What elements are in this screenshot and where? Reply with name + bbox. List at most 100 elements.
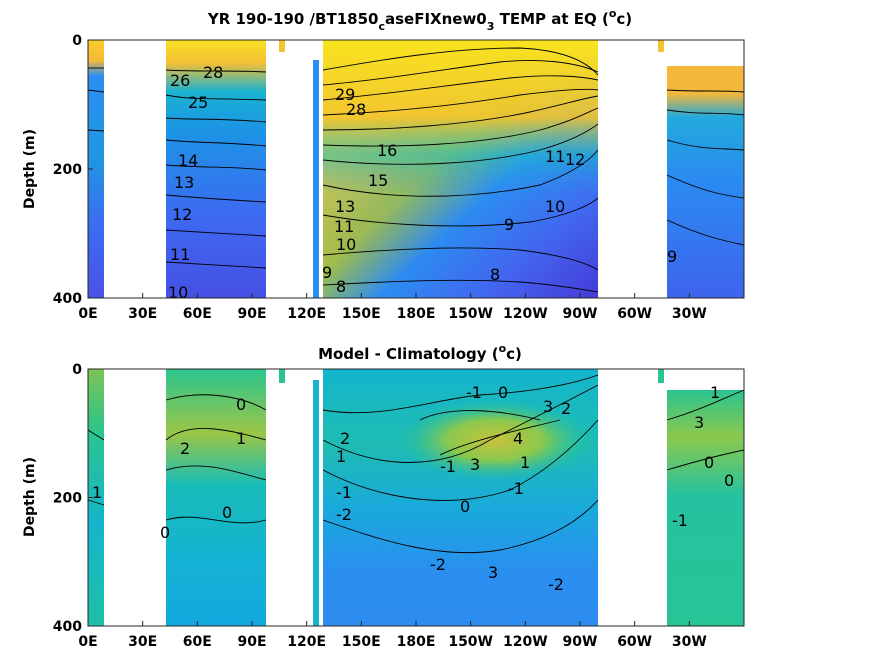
- top-clabel: 28: [346, 100, 366, 119]
- bottom-clabel: 0: [460, 497, 470, 516]
- bottom-clabel: -1: [440, 457, 456, 476]
- y-tick-label: 400: [53, 291, 82, 307]
- bottom-clabel: 1: [710, 383, 720, 402]
- top-region-pacific-surface: [323, 40, 598, 298]
- top-clabel: 10: [545, 197, 565, 216]
- y-tick-label: 200: [53, 491, 82, 507]
- bottom-clabel: 2: [561, 399, 571, 418]
- top-region-atlantic-edge: [658, 40, 664, 52]
- top-clabel: 11: [545, 147, 565, 166]
- top-clabel: 26: [170, 71, 190, 90]
- top-clabel: 11: [334, 217, 354, 236]
- bottom-y-ticks: 0 200 400: [53, 362, 93, 635]
- top-clabel: 9: [322, 263, 332, 282]
- bottom-clabel: 0: [222, 503, 232, 522]
- x-tick-label: 120W: [503, 306, 548, 322]
- top-clabel: 25: [188, 93, 208, 112]
- x-tick-label: 0E: [78, 634, 97, 650]
- bottom-contour-lines: [87, 374, 745, 554]
- x-tick-label: 150E: [342, 306, 381, 322]
- bottom-ylabel: Depth (m): [22, 457, 38, 537]
- bottom-clabel: -1: [466, 383, 482, 402]
- x-tick-label: 180E: [397, 306, 436, 322]
- bottom-clabel: 3: [470, 455, 480, 474]
- bottom-x-ticks: 0E 30E 60E 90E 120E 150E 180E 150W 120W 90W 60W 30W: [78, 621, 707, 650]
- y-tick-label: 0: [72, 362, 82, 378]
- top-clabel: 15: [368, 171, 388, 190]
- top-clabel: 10: [168, 283, 188, 302]
- x-tick-label: 60E: [183, 634, 212, 650]
- x-tick-label: 90E: [237, 306, 266, 322]
- x-tick-label: 90W: [563, 634, 598, 650]
- top-title: YR 190-190 /BT1850caseFIXnew03 TEMP at E…: [207, 7, 632, 33]
- top-region-atlantic: [667, 66, 744, 298]
- top-panel: YR 190-190 /BT1850caseFIXnew03 TEMP at E…: [22, 7, 745, 322]
- x-tick-label: 0E: [78, 306, 97, 322]
- x-tick-label: 30W: [672, 634, 707, 650]
- top-region-west-indian: [88, 40, 104, 298]
- top-contour-lines: [87, 47, 745, 293]
- top-region-maritime: [279, 40, 285, 52]
- x-tick-label: 30W: [672, 306, 707, 322]
- y-tick-label: 400: [53, 619, 82, 635]
- top-x-ticks: 0E 30E 60E 90E 120E 150E 180E 150W 120W 90W 60W 30W: [78, 293, 707, 322]
- bottom-warm-anomaly: [400, 400, 590, 480]
- x-tick-label: 60W: [617, 634, 652, 650]
- top-clabel: 9: [504, 215, 514, 234]
- bottom-region-atlantic-edge: [658, 369, 664, 383]
- top-clabel: 13: [174, 173, 194, 192]
- top-clabel: 8: [336, 277, 346, 296]
- top-y-ticks: 0 200 400: [53, 33, 93, 307]
- bottom-clabel: -1: [672, 511, 688, 530]
- bottom-clabel: 1: [336, 447, 346, 466]
- bottom-title: Model - Climatology (oc): [318, 342, 522, 363]
- top-clabel: 12: [172, 205, 192, 224]
- top-clabel: 16: [377, 141, 397, 160]
- x-tick-label: 60W: [617, 306, 652, 322]
- y-tick-label: 0: [72, 33, 82, 49]
- bottom-region-atlantic: [667, 390, 744, 626]
- top-clabel: 28: [203, 63, 223, 82]
- x-tick-label: 90W: [563, 306, 598, 322]
- bottom-clabel: 3: [694, 413, 704, 432]
- x-tick-label: 180E: [397, 634, 436, 650]
- x-tick-label: 150W: [448, 306, 493, 322]
- bottom-clabel: 1: [236, 429, 246, 448]
- bottom-clabel: 0: [160, 523, 170, 542]
- x-tick-label: 30E: [128, 306, 157, 322]
- bottom-clabel: 4: [513, 429, 523, 448]
- top-clabel: 10: [336, 235, 356, 254]
- bottom-clabel: 0: [724, 471, 734, 490]
- x-tick-label: 150E: [342, 634, 381, 650]
- bottom-clabel: 1: [520, 453, 530, 472]
- top-clabel: 11: [170, 245, 190, 264]
- bottom-panel: Model - Climatology (oc) 0 1: [22, 342, 745, 650]
- bottom-region-maritime: [279, 369, 285, 383]
- top-ylabel: Depth (m): [22, 129, 38, 209]
- bottom-clabel: -2: [548, 575, 564, 594]
- bottom-clabel: 3: [543, 397, 553, 416]
- x-tick-label: 30E: [128, 634, 157, 650]
- bottom-clabel: 0: [236, 395, 246, 414]
- bottom-clabel: -2: [430, 555, 446, 574]
- x-tick-label: 90E: [237, 634, 266, 650]
- top-contour-labels: 28 29 28 26 25 14 13 12 11 10 13 12 11 1…: [168, 63, 677, 302]
- top-clabel: 9: [667, 247, 677, 266]
- top-clabel: 12: [565, 150, 585, 169]
- top-clabel: 13: [335, 197, 355, 216]
- top-clabel: 29: [335, 85, 355, 104]
- bottom-clabel: 0: [498, 383, 508, 402]
- x-tick-label: 150W: [448, 634, 493, 650]
- x-tick-label: 60E: [183, 306, 212, 322]
- bottom-region-strait: [313, 380, 319, 626]
- bottom-clabel: 2: [180, 439, 190, 458]
- top-region-strait: [313, 60, 319, 298]
- bottom-clabel: 0: [704, 453, 714, 472]
- bottom-clabel: -1: [336, 483, 352, 502]
- x-tick-label: 120W: [503, 634, 548, 650]
- bottom-clabel: 2: [340, 429, 350, 448]
- bottom-region-west-indian: [88, 369, 104, 626]
- bottom-clabel: -1: [508, 479, 524, 498]
- bottom-clabel: -2: [336, 505, 352, 524]
